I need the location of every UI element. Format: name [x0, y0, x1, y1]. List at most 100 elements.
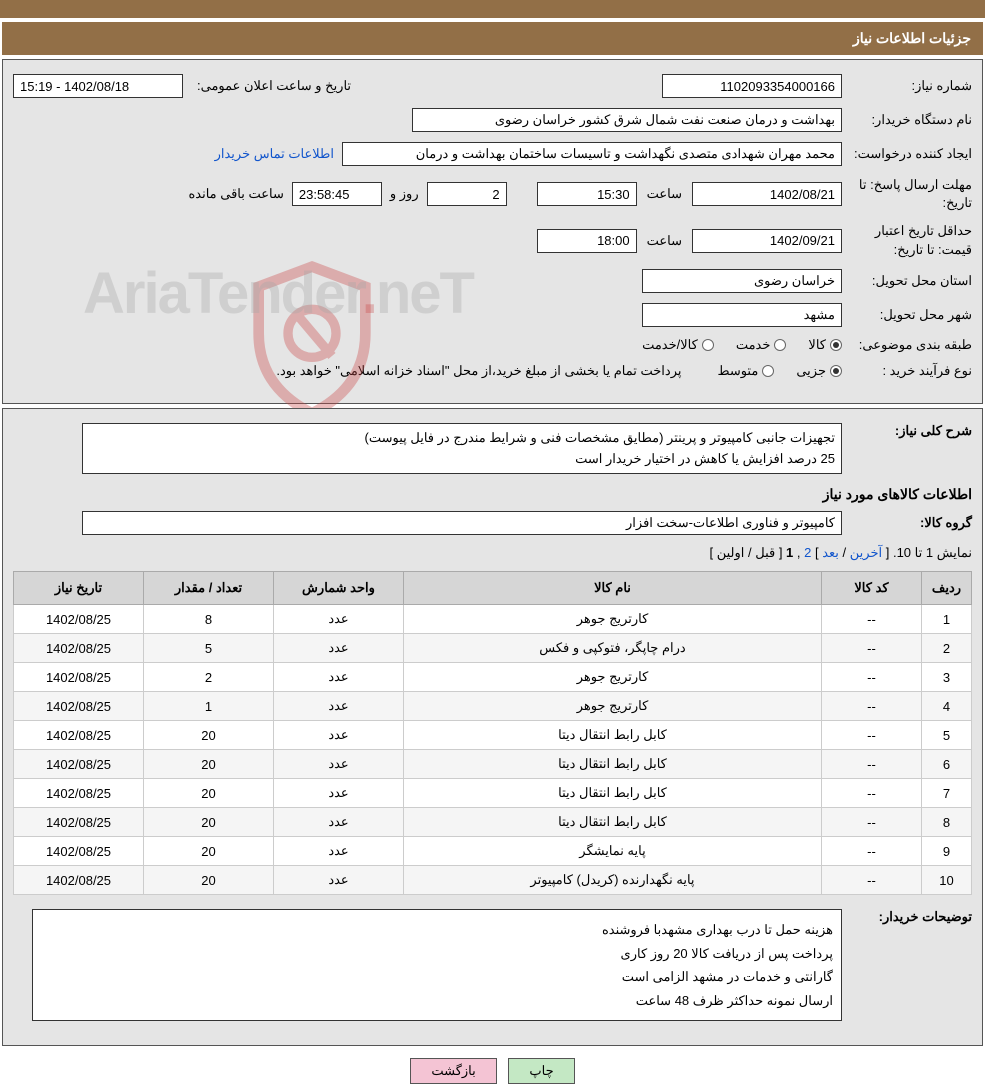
table-row: 1--کارتریج جوهرعدد81402/08/25: [14, 605, 972, 634]
table-cell: --: [822, 692, 922, 721]
field-buyer-notes: هزینه حمل تا درب بهداری مشهدبا فروشنده پ…: [32, 909, 842, 1021]
table-cell: 1402/08/25: [14, 692, 144, 721]
table-row: 3--کارتریج جوهرعدد21402/08/25: [14, 663, 972, 692]
table-cell: --: [822, 663, 922, 692]
table-cell: --: [822, 808, 922, 837]
field-validity-date: 1402/09/21: [692, 229, 842, 253]
table-row: 9--پایه نمایشگرعدد201402/08/25: [14, 837, 972, 866]
table-cell: کارتریج جوهر: [404, 692, 822, 721]
page-title: جزئیات اطلاعات نیاز: [853, 30, 971, 46]
table-cell: 2: [922, 634, 972, 663]
table-cell: 1402/08/25: [14, 634, 144, 663]
table-cell: پایه نگهدارنده (کریدل) کامپیوتر: [404, 866, 822, 895]
table-cell: 1402/08/25: [14, 866, 144, 895]
table-cell: پایه نمایشگر: [404, 837, 822, 866]
radio-goods[interactable]: کالا: [808, 337, 842, 353]
field-need-no: 1102093354000166: [662, 74, 842, 98]
table-cell: کابل رابط انتقال دیتا: [404, 750, 822, 779]
label-buyer-notes: توضیحات خریدار:: [842, 909, 972, 925]
button-row: چاپ بازگشت: [0, 1050, 985, 1092]
table-cell: 1: [144, 692, 274, 721]
top-stripe: [0, 0, 985, 18]
table-cell: --: [822, 779, 922, 808]
table-cell: 5: [144, 634, 274, 663]
radio-medium[interactable]: متوسط: [717, 363, 774, 379]
table-cell: عدد: [274, 721, 404, 750]
table-cell: عدد: [274, 692, 404, 721]
field-remaining-time: 23:58:45: [292, 182, 382, 206]
category-radio-group: کالا خدمت کالا/خدمت: [626, 337, 842, 353]
field-need-desc: تجهیزات جانبی کامپیوتر و پرینتر (مطایق م…: [82, 423, 842, 475]
radio-goods-service[interactable]: کالا/خدمت: [642, 337, 714, 353]
table-cell: --: [822, 837, 922, 866]
table-cell: 1: [922, 605, 972, 634]
label-hour-2: ساعت: [647, 233, 682, 249]
pagination-page-2[interactable]: 2: [804, 545, 811, 560]
table-cell: عدد: [274, 634, 404, 663]
purchase-type-radio-group: جزیی متوسط: [701, 363, 842, 379]
pagination-first: اولین: [717, 545, 745, 560]
table-row: 4--کارتریج جوهرعدد11402/08/25: [14, 692, 972, 721]
table-cell: 20: [144, 750, 274, 779]
label-province: استان محل تحویل:: [842, 273, 972, 289]
th-qty: تعداد / مقدار: [144, 572, 274, 605]
table-cell: کابل رابط انتقال دیتا: [404, 779, 822, 808]
table-cell: عدد: [274, 866, 404, 895]
table-cell: --: [822, 750, 922, 779]
table-cell: 3: [922, 663, 972, 692]
table-cell: 9: [922, 837, 972, 866]
pagination-last[interactable]: آخرین: [850, 545, 882, 560]
label-time-remaining: ساعت باقی مانده: [188, 186, 283, 202]
table-cell: عدد: [274, 779, 404, 808]
table-cell: عدد: [274, 837, 404, 866]
field-city: مشهد: [642, 303, 842, 327]
table-cell: عدد: [274, 605, 404, 634]
buyer-contact-link[interactable]: اطلاعات تماس خریدار: [215, 146, 334, 162]
label-deadline: مهلت ارسال پاسخ: تا تاریخ:: [842, 176, 972, 212]
table-cell: --: [822, 866, 922, 895]
radio-service[interactable]: خدمت: [736, 337, 787, 353]
table-cell: 8: [144, 605, 274, 634]
print-button[interactable]: چاپ: [508, 1058, 574, 1084]
table-cell: کابل رابط انتقال دیتا: [404, 721, 822, 750]
pagination-after[interactable]: بعد: [822, 545, 839, 560]
field-goods-group: کامپیوتر و فناوری اطلاعات-سخت افزار: [82, 511, 842, 535]
label-category: طبقه بندی موضوعی:: [842, 337, 972, 353]
field-validity-time: 18:00: [537, 229, 637, 253]
details-panel: AriaTender.neT شماره نیاز: 1102093354000…: [2, 59, 983, 404]
label-validity: حداقل تاریخ اعتبار قیمت: تا تاریخ:: [842, 222, 972, 258]
table-cell: کارتریج جوهر: [404, 605, 822, 634]
field-requester: محمد مهران شهدادی متصدی نگهداشت و تاسیسا…: [342, 142, 842, 166]
field-remaining-days: 2: [427, 182, 507, 206]
back-button[interactable]: بازگشت: [410, 1058, 496, 1084]
label-purchase-type: نوع فرآیند خرید :: [842, 363, 972, 379]
pagination: نمایش 1 تا 10. [ آخرین / بعد ] 2 , 1 [ ق…: [13, 545, 972, 561]
table-cell: 6: [922, 750, 972, 779]
field-buyer-org: بهداشت و درمان صنعت نفت شمال شرق کشور خر…: [412, 108, 842, 132]
goods-panel: شرح کلی نیاز: تجهیزات جانبی کامپیوتر و پ…: [2, 408, 983, 1046]
table-row: 10--پایه نگهدارنده (کریدل) کامپیوترعدد20…: [14, 866, 972, 895]
table-cell: 1402/08/25: [14, 721, 144, 750]
table-cell: 10: [922, 866, 972, 895]
pagination-info: نمایش 1 تا 10.: [893, 545, 972, 560]
th-unit: واحد شمارش: [274, 572, 404, 605]
page-title-bar: جزئیات اطلاعات نیاز: [2, 22, 983, 55]
pagination-prev: قبل: [755, 545, 775, 560]
table-cell: 1402/08/25: [14, 808, 144, 837]
table-row: 5--کابل رابط انتقال دیتاعدد201402/08/25: [14, 721, 972, 750]
goods-table: ردیف کد کالا نام کالا واحد شمارش تعداد /…: [13, 571, 972, 895]
table-cell: کارتریج جوهر: [404, 663, 822, 692]
table-row: 8--کابل رابط انتقال دیتاعدد201402/08/25: [14, 808, 972, 837]
label-need-no: شماره نیاز:: [842, 78, 972, 94]
table-cell: کابل رابط انتقال دیتا: [404, 808, 822, 837]
radio-minor[interactable]: جزیی: [796, 363, 842, 379]
table-cell: 1402/08/25: [14, 837, 144, 866]
table-cell: عدد: [274, 750, 404, 779]
table-cell: 4: [922, 692, 972, 721]
th-name: نام کالا: [404, 572, 822, 605]
table-row: 2--درام چاپگر، فتوکپی و فکسعدد51402/08/2…: [14, 634, 972, 663]
table-cell: 1402/08/25: [14, 605, 144, 634]
label-buyer-org: نام دستگاه خریدار:: [842, 112, 972, 128]
table-cell: 1402/08/25: [14, 779, 144, 808]
pagination-current: 1: [786, 545, 793, 560]
